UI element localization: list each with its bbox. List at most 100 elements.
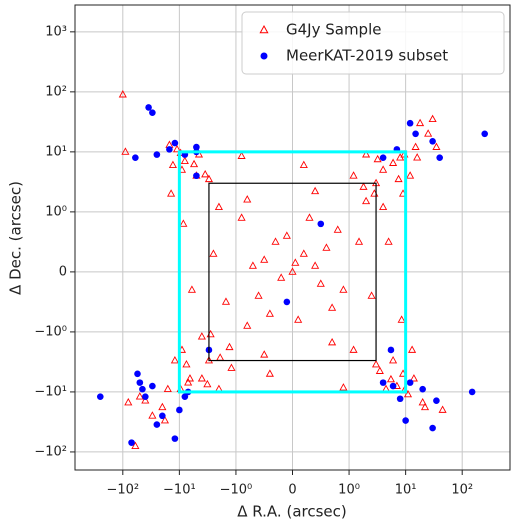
region-box xyxy=(208,182,377,362)
point xyxy=(406,171,415,179)
point xyxy=(311,186,320,195)
point xyxy=(389,382,397,390)
point xyxy=(189,159,199,168)
y-tick-label: 10³ xyxy=(45,24,67,39)
point xyxy=(227,363,236,371)
point xyxy=(424,129,433,137)
point xyxy=(221,297,231,305)
point xyxy=(362,196,371,205)
point xyxy=(260,255,269,263)
point xyxy=(118,90,127,98)
point xyxy=(184,378,193,386)
point xyxy=(432,142,441,150)
point xyxy=(396,395,404,403)
point xyxy=(153,421,161,428)
point xyxy=(121,147,130,155)
point xyxy=(389,356,398,364)
point xyxy=(416,118,425,127)
point xyxy=(203,379,212,388)
point xyxy=(436,154,443,161)
point xyxy=(411,142,420,150)
point xyxy=(277,273,286,281)
point xyxy=(166,146,173,153)
x-tick-label: 10² xyxy=(451,483,473,498)
point xyxy=(197,332,206,340)
point xyxy=(362,150,371,158)
point xyxy=(135,392,144,400)
point xyxy=(429,424,436,432)
point xyxy=(237,151,246,159)
point xyxy=(136,379,144,386)
point xyxy=(354,237,364,245)
point xyxy=(167,189,176,197)
point xyxy=(429,137,436,145)
legend-label: MeerKAT-2019 subset xyxy=(286,47,448,65)
point xyxy=(409,374,418,382)
point xyxy=(171,139,179,147)
point xyxy=(428,114,437,123)
point xyxy=(322,243,331,251)
point xyxy=(311,261,320,269)
point xyxy=(294,315,303,323)
point xyxy=(375,366,384,374)
point xyxy=(379,202,388,210)
point xyxy=(349,171,358,179)
point xyxy=(225,342,234,351)
point xyxy=(333,225,342,233)
point xyxy=(299,249,308,257)
x-tick-label: 0 xyxy=(288,483,296,498)
point xyxy=(408,345,417,353)
point xyxy=(271,237,280,245)
point xyxy=(394,174,403,183)
point xyxy=(243,321,252,329)
point xyxy=(379,165,388,173)
point xyxy=(160,416,169,424)
legend-marker xyxy=(260,52,268,60)
y-tick-label: −10⁰ xyxy=(34,324,67,339)
point xyxy=(176,406,183,414)
point xyxy=(359,182,368,190)
y-tick-label: 10¹ xyxy=(45,144,67,159)
x-tick-label: 10¹ xyxy=(395,483,417,498)
point xyxy=(412,130,419,138)
point xyxy=(418,397,427,406)
point xyxy=(182,360,191,368)
point xyxy=(159,412,166,420)
point xyxy=(149,109,156,116)
point xyxy=(397,315,406,323)
legend-marker xyxy=(259,24,269,34)
point xyxy=(214,202,223,210)
point xyxy=(265,369,274,377)
point xyxy=(403,389,413,398)
y-axis-label: Δ Dec. (arcsec) xyxy=(7,181,25,295)
point xyxy=(180,156,189,165)
point xyxy=(197,374,206,382)
point xyxy=(237,213,246,221)
point xyxy=(124,397,133,406)
point xyxy=(379,154,387,161)
point xyxy=(481,130,489,138)
point xyxy=(170,356,179,364)
point xyxy=(128,439,135,446)
point xyxy=(260,350,269,358)
point xyxy=(141,396,150,404)
point xyxy=(316,279,325,287)
point xyxy=(163,384,172,393)
point xyxy=(379,379,387,386)
point xyxy=(283,298,291,306)
point xyxy=(187,285,196,293)
point xyxy=(193,172,200,180)
point xyxy=(265,309,274,317)
x-tick-label: −10² xyxy=(106,483,139,498)
point xyxy=(468,388,476,396)
point xyxy=(168,160,177,169)
point xyxy=(185,374,195,382)
x-tick-label: 10⁰ xyxy=(338,483,360,498)
point xyxy=(406,379,414,386)
point xyxy=(291,258,300,266)
point xyxy=(384,237,393,245)
point xyxy=(193,143,200,151)
point xyxy=(371,360,381,368)
point xyxy=(282,231,291,239)
point xyxy=(402,417,409,424)
